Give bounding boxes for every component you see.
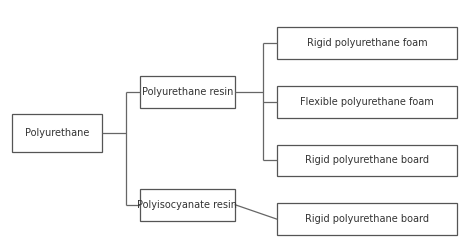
FancyBboxPatch shape	[277, 203, 457, 235]
FancyBboxPatch shape	[140, 189, 235, 220]
FancyBboxPatch shape	[12, 114, 102, 152]
Text: Polyurethane resin: Polyurethane resin	[142, 87, 233, 97]
Text: Polyisocyanate resin: Polyisocyanate resin	[137, 200, 237, 209]
FancyBboxPatch shape	[277, 145, 457, 176]
Text: Rigid polyurethane board: Rigid polyurethane board	[305, 214, 429, 224]
FancyBboxPatch shape	[277, 27, 457, 59]
Text: Flexible polyurethane foam: Flexible polyurethane foam	[301, 97, 434, 107]
Text: Rigid polyurethane foam: Rigid polyurethane foam	[307, 38, 428, 48]
Text: Polyurethane: Polyurethane	[25, 128, 89, 138]
FancyBboxPatch shape	[140, 76, 235, 108]
Text: Rigid polyurethane board: Rigid polyurethane board	[305, 156, 429, 165]
FancyBboxPatch shape	[277, 86, 457, 118]
